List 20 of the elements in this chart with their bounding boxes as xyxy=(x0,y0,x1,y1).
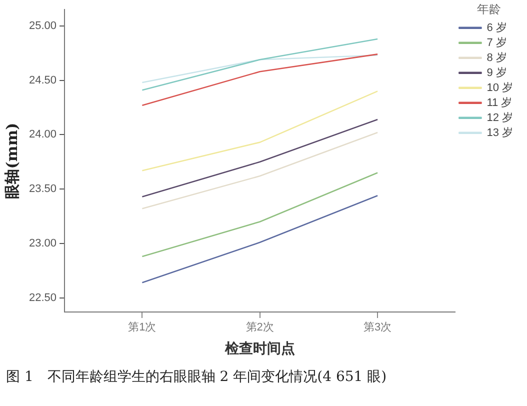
y-tick-label: 22.50 xyxy=(28,292,57,304)
y-tick-label: 24.00 xyxy=(28,128,57,141)
x-tick-label: 第1次 xyxy=(128,322,156,334)
legend-label: 11 岁 xyxy=(486,96,512,109)
y-tick-label: 23.00 xyxy=(28,238,57,250)
y-axis-title: 眼轴(mm) xyxy=(2,122,21,199)
legend-label: 13 岁 xyxy=(486,126,514,139)
legend-label: 9 岁 xyxy=(486,66,507,79)
legend-label: 8 岁 xyxy=(486,52,507,64)
x-tick-label: 第3次 xyxy=(363,322,392,334)
legend-label: 6 岁 xyxy=(486,22,507,34)
legend-label: 12 岁 xyxy=(486,112,514,124)
y-tick-label: 24.50 xyxy=(28,74,57,86)
x-axis-title: 检查时间点 xyxy=(224,341,295,358)
x-tick-label: 第2次 xyxy=(246,322,274,334)
y-tick-label: 23.50 xyxy=(28,183,57,196)
legend-label: 7 岁 xyxy=(486,36,507,49)
caption: 图 1 不同年龄组学生的右眼眼轴 2 年间变化情况(4 651 眼) xyxy=(6,368,388,386)
y-tick-label: 25.00 xyxy=(28,20,57,32)
legend-label: 10 岁 xyxy=(486,82,514,94)
